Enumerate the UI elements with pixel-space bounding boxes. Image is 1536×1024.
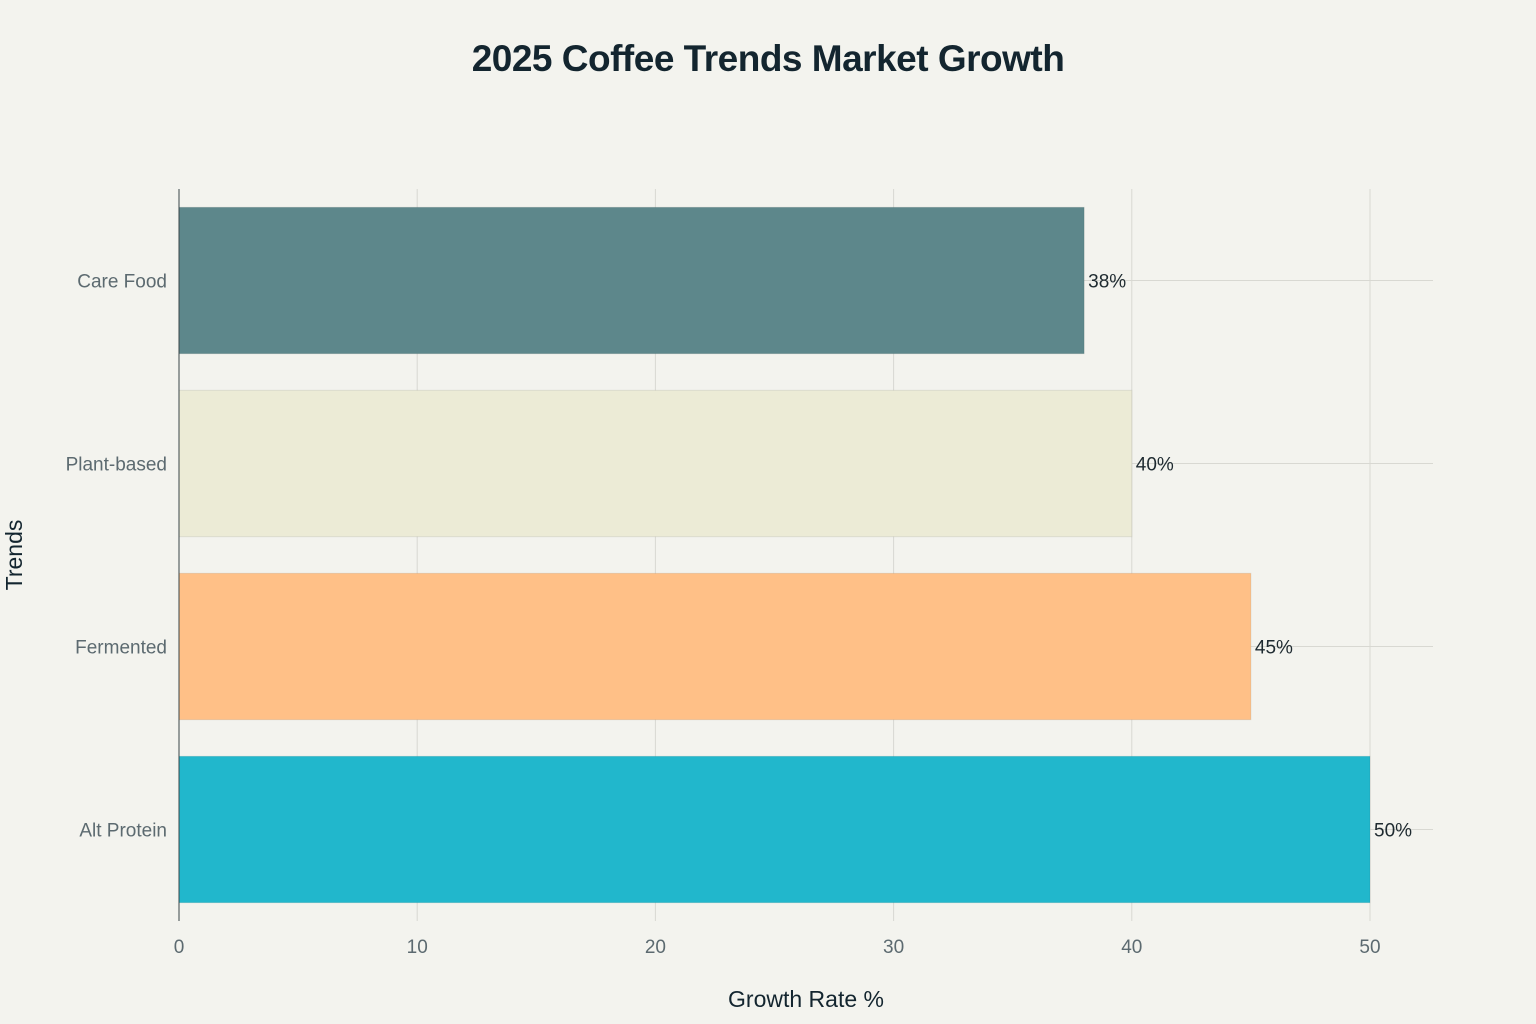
category-label: Plant-based: [66, 455, 167, 476]
bar-fermented: [178, 572, 1252, 721]
y-axis-title: Trends: [1, 520, 27, 591]
label-layer: 0 10 20 30 40 50 Care Food 38% Plant-based 40% Fer…: [66, 272, 1413, 959]
x-tick-label: 50: [1359, 937, 1380, 958]
data-label: 45%: [1255, 638, 1293, 659]
data-label: 50%: [1374, 821, 1412, 842]
bar-care-food: [178, 206, 1085, 355]
x-tick-label: 30: [883, 937, 904, 958]
category-label: Care Food: [77, 272, 167, 293]
data-label: 38%: [1088, 272, 1126, 293]
bar-alt-protein: [178, 755, 1371, 904]
bar-plant-based: [178, 389, 1133, 538]
bar-layer: [178, 206, 1371, 904]
x-tick-label: 0: [174, 937, 185, 958]
category-label: Fermented: [75, 638, 167, 659]
x-tick-label: 10: [407, 937, 428, 958]
x-tick-label: 40: [1121, 937, 1142, 958]
chart-title: 2025 Coffee Trends Market Growth: [471, 38, 1065, 79]
data-label: 40%: [1136, 455, 1174, 476]
category-label: Alt Protein: [79, 821, 167, 842]
x-axis-title: Growth Rate %: [728, 986, 884, 1012]
x-tick-label: 20: [645, 937, 666, 958]
